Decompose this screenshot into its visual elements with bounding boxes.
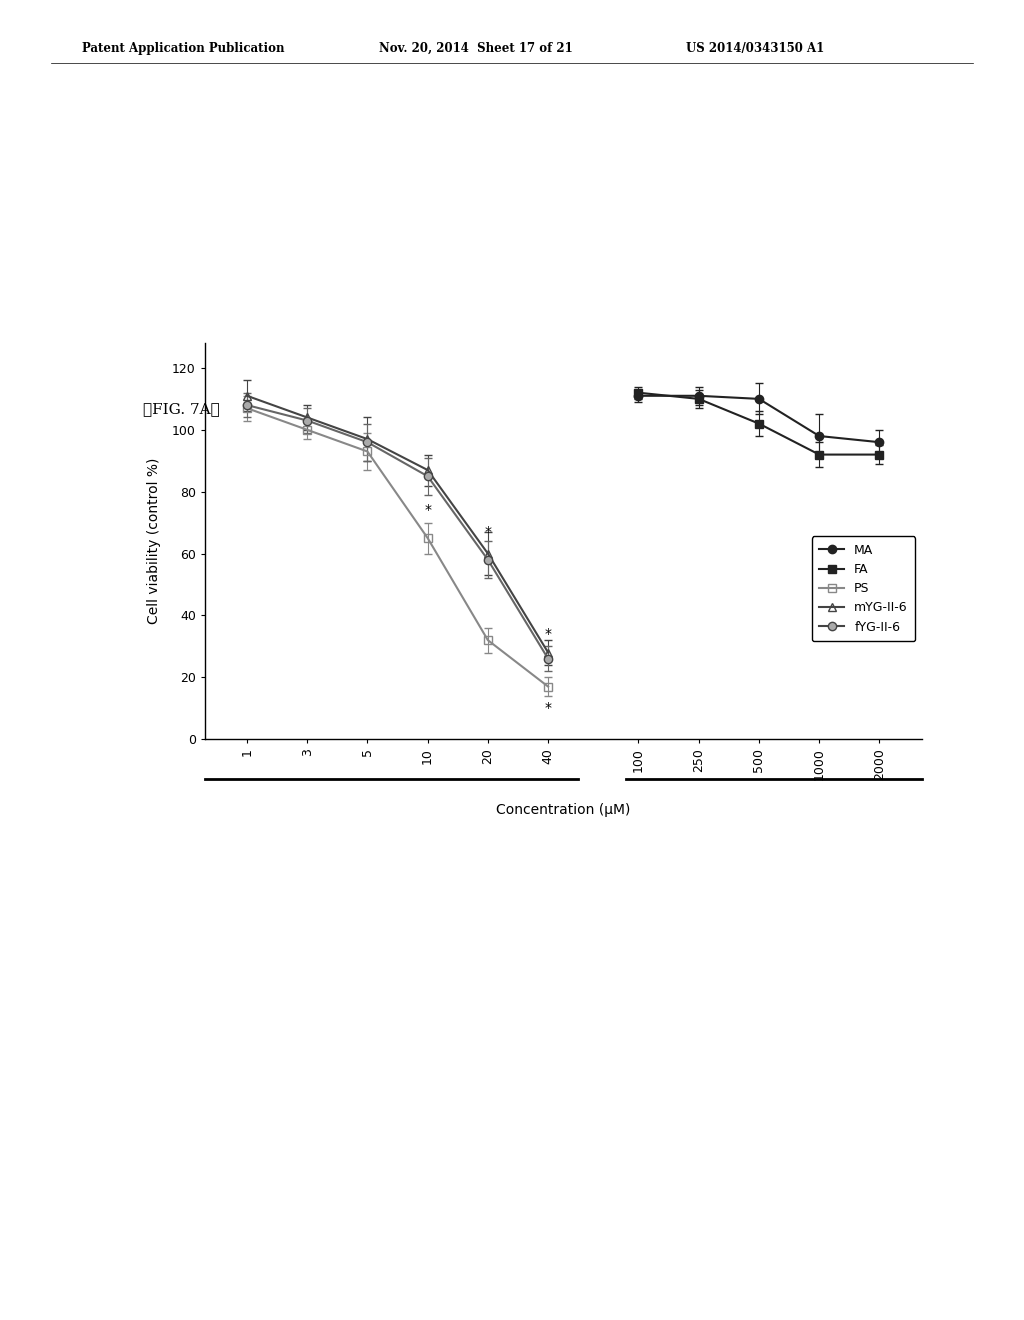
Text: Patent Application Publication: Patent Application Publication bbox=[82, 42, 285, 55]
Text: *: * bbox=[545, 627, 552, 642]
Text: US 2014/0343150 A1: US 2014/0343150 A1 bbox=[686, 42, 824, 55]
Text: 【FIG. 7A】: 【FIG. 7A】 bbox=[143, 403, 220, 417]
Y-axis label: Cell viability (control %): Cell viability (control %) bbox=[146, 458, 161, 624]
Legend: MA, FA, PS, mYG-II-6, fYG-II-6: MA, FA, PS, mYG-II-6, fYG-II-6 bbox=[812, 536, 915, 642]
Text: *: * bbox=[545, 701, 552, 715]
Text: *: * bbox=[424, 503, 431, 517]
Text: *: * bbox=[484, 525, 492, 539]
Text: Concentration (μM): Concentration (μM) bbox=[496, 803, 631, 817]
Text: Nov. 20, 2014  Sheet 17 of 21: Nov. 20, 2014 Sheet 17 of 21 bbox=[379, 42, 572, 55]
